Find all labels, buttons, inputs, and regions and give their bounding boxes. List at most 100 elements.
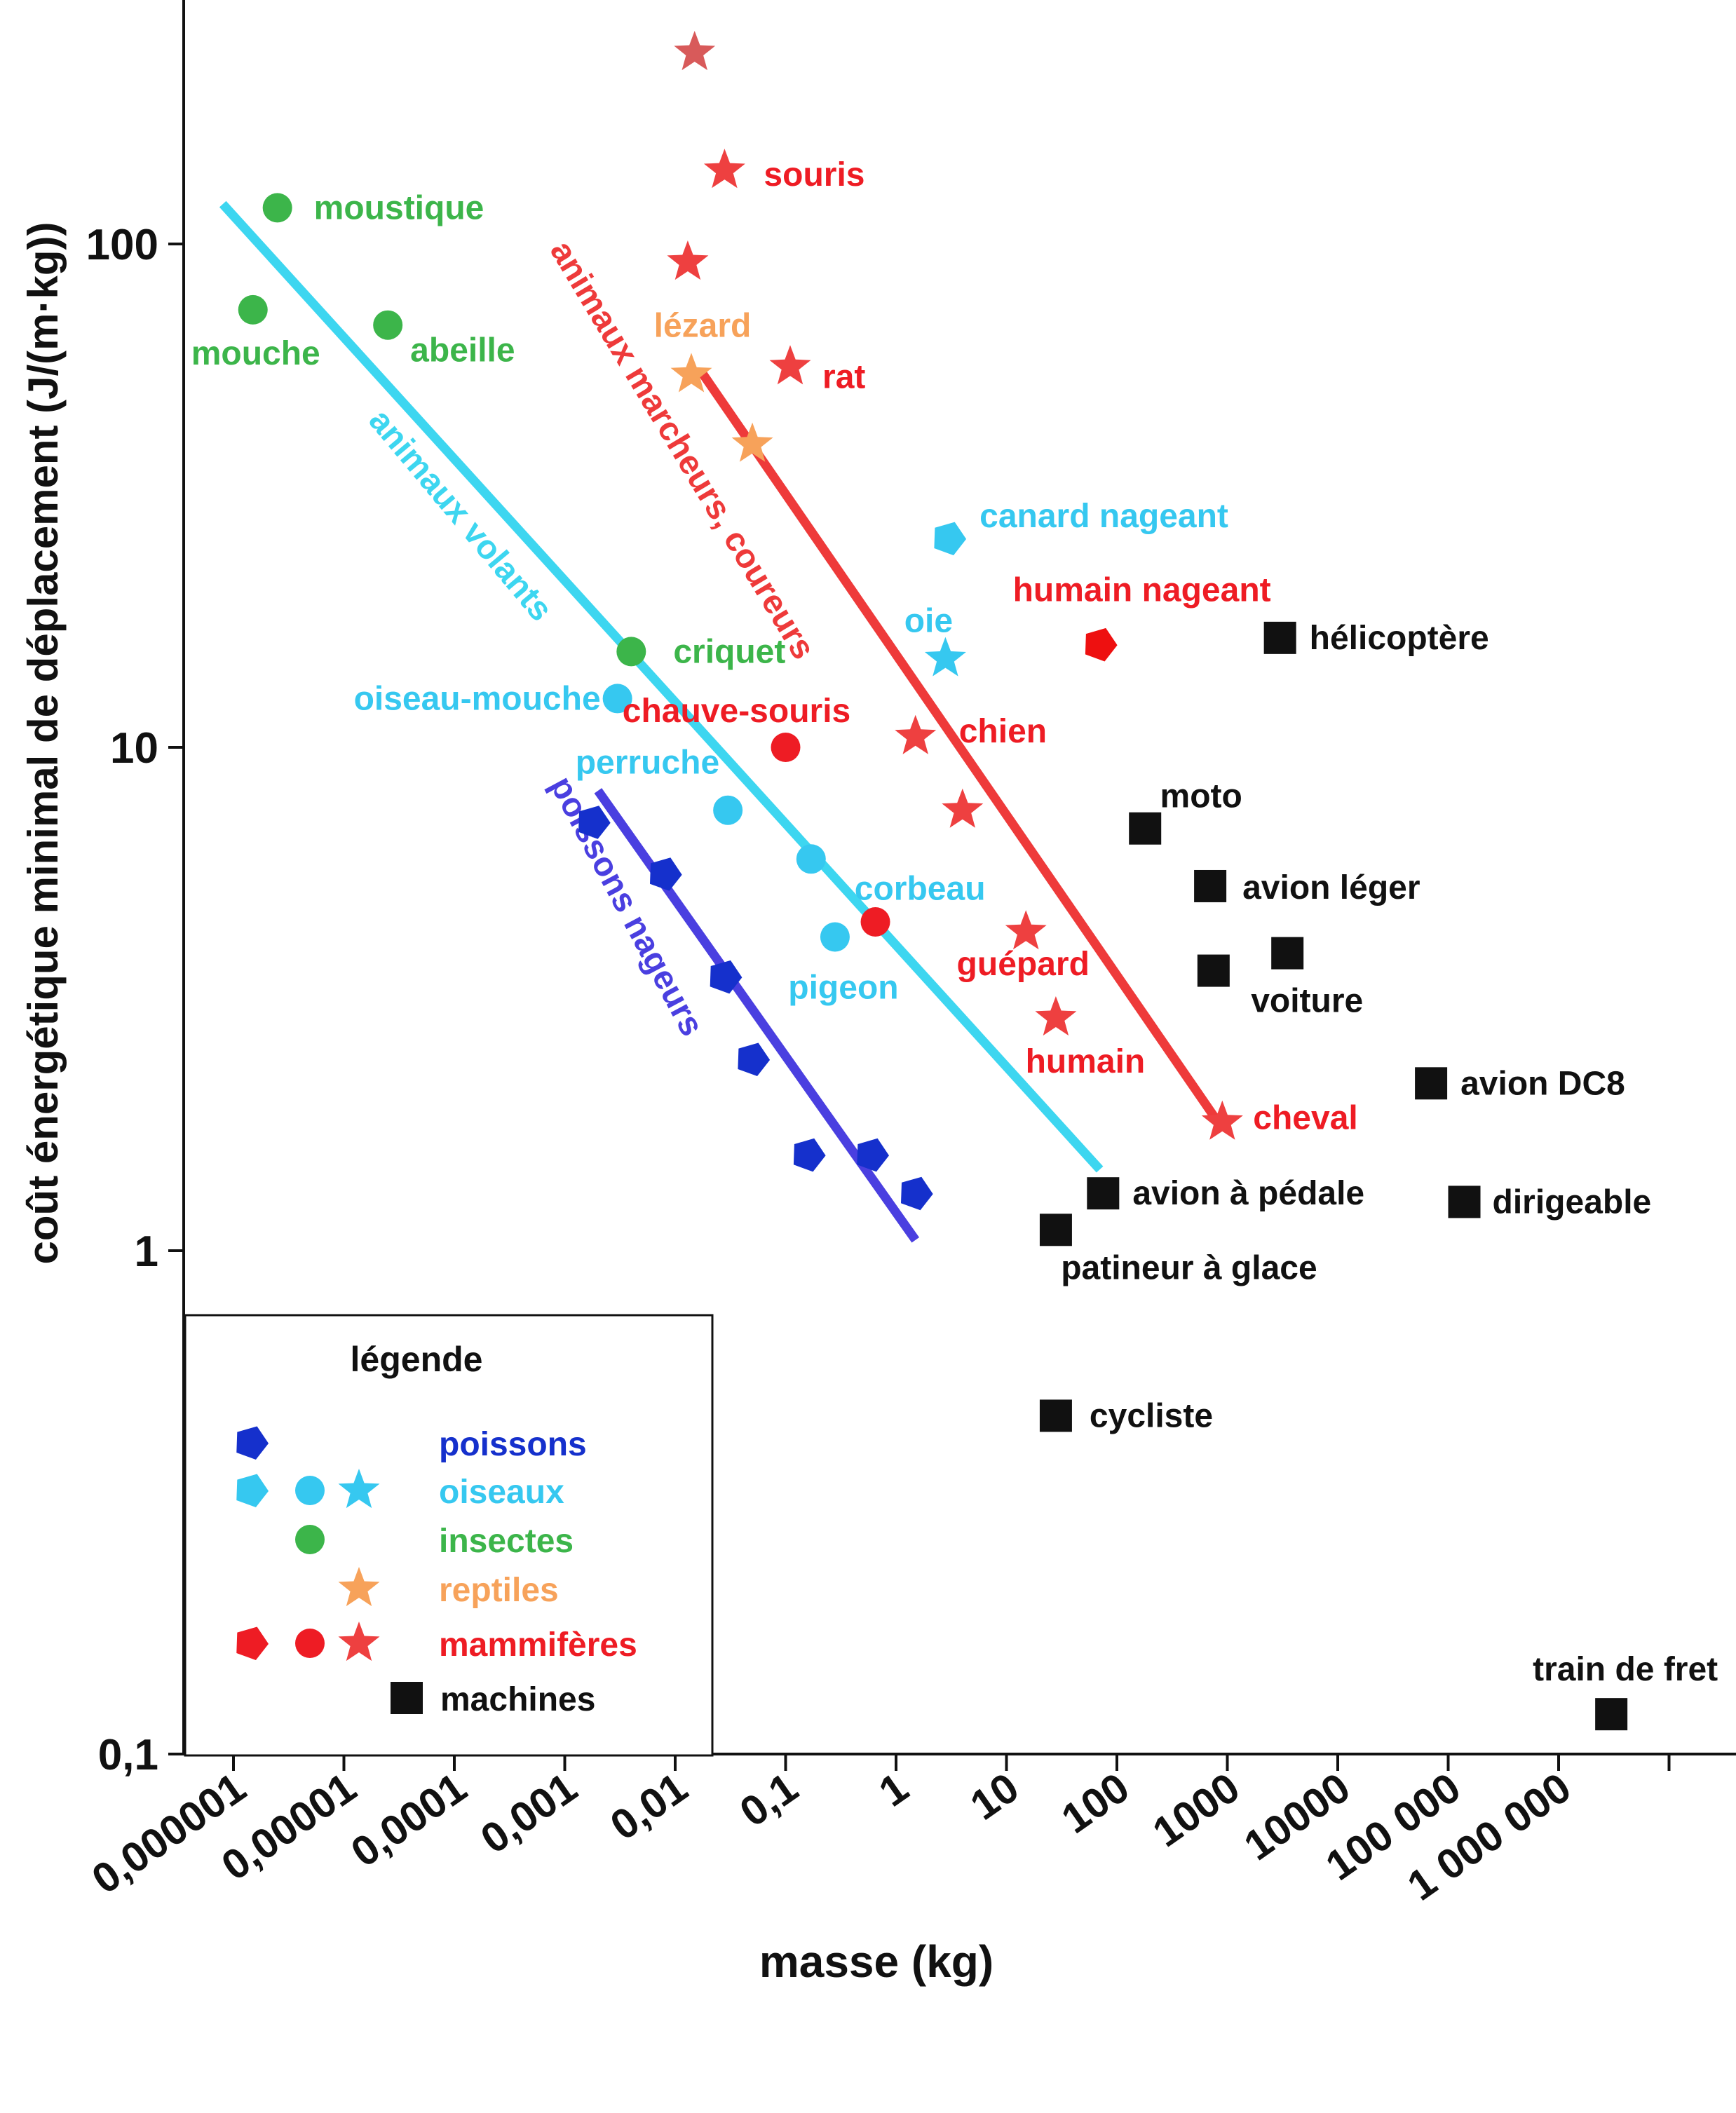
data-label: mouche	[191, 335, 320, 372]
y-axis-title: coût énergétique minimal de déplacement …	[20, 222, 67, 1265]
legend-symbol	[338, 1469, 380, 1509]
data-label: train de fret	[1533, 1651, 1718, 1688]
legend: légende poissons oiseaux insectes reptiles ma…	[184, 1314, 714, 1757]
data-label: moustique	[314, 189, 484, 226]
data-point	[1201, 1100, 1243, 1140]
data-label: hélicoptère	[1310, 620, 1489, 657]
data-label: cheval	[1253, 1100, 1357, 1137]
data-point	[616, 637, 646, 667]
data-point	[769, 345, 811, 385]
data-label: cycliste	[1090, 1397, 1213, 1434]
data-label: chien	[959, 713, 1047, 750]
data-point	[238, 294, 268, 325]
data-point	[578, 806, 611, 839]
data-point	[924, 637, 966, 677]
data-label: lézard	[654, 307, 752, 344]
data-point	[1595, 1698, 1628, 1731]
data-point	[650, 857, 682, 891]
legend-symbol	[295, 1629, 325, 1658]
legend-symbol	[338, 1622, 380, 1662]
data-label: guépard	[957, 946, 1090, 983]
data-label: patineur à glace	[1061, 1249, 1317, 1286]
data-point	[710, 960, 742, 994]
legend-box	[184, 1314, 714, 1757]
data-label: voiture	[1251, 983, 1363, 1020]
x-tick-label: 1000	[1144, 1764, 1248, 1856]
legend-symbol	[391, 1682, 423, 1714]
data-point	[1087, 1177, 1120, 1210]
x-tick-label: 1	[871, 1764, 917, 1816]
legend-label: oiseaux	[439, 1474, 564, 1511]
x-tick-label: 0,01	[602, 1764, 696, 1849]
data-point	[1035, 996, 1077, 1036]
x-tick-label: 100	[1053, 1764, 1137, 1842]
data-label: chauve-souris	[623, 693, 850, 730]
fit-line	[594, 788, 920, 1243]
data-point	[1085, 627, 1118, 662]
legend-symbol	[236, 1626, 269, 1660]
data-point	[1271, 937, 1304, 970]
data-label: avion léger	[1242, 869, 1420, 906]
data-label: abeille	[410, 332, 515, 369]
data-point	[738, 1042, 771, 1076]
fit-line	[696, 368, 1226, 1132]
data-point	[857, 1138, 889, 1172]
data-point	[1415, 1067, 1448, 1100]
data-label: criquet	[673, 633, 785, 670]
data-label: dirigeable	[1493, 1183, 1652, 1221]
data-label: avion à pédale	[1132, 1175, 1364, 1212]
y-tick-label: 10	[110, 724, 158, 773]
data-point	[713, 795, 743, 825]
x-tick-label: 0,000001	[83, 1764, 254, 1903]
legend-symbol	[295, 1525, 325, 1554]
y-tick-label: 100	[86, 221, 158, 269]
data-label: humain	[1026, 1043, 1146, 1080]
data-label: souris	[764, 156, 864, 193]
legend-label: reptiles	[439, 1572, 559, 1609]
legend-label: poissons	[439, 1426, 587, 1463]
data-label: moto	[1160, 778, 1242, 815]
fit-line	[219, 201, 1104, 1173]
x-tick-label: 10	[962, 1764, 1027, 1829]
data-point	[820, 922, 850, 952]
data-label: humain nageant	[1013, 571, 1271, 609]
legend-title: légende	[351, 1340, 483, 1379]
data-point	[703, 149, 745, 189]
legend-symbol	[338, 1567, 380, 1607]
data-point	[860, 906, 890, 937]
data-point	[262, 193, 292, 223]
data-point	[674, 31, 716, 71]
data-point	[934, 522, 967, 556]
data-point	[1039, 1214, 1072, 1246]
data-label: corbeau	[855, 870, 986, 907]
legend-symbol	[236, 1426, 269, 1460]
data-point	[1263, 621, 1296, 654]
data-label: canard nageant	[979, 498, 1228, 535]
x-axis-title: masse (kg)	[759, 1936, 994, 1987]
x-tick-label: 0,1	[731, 1764, 806, 1836]
data-label: perruche	[576, 745, 719, 782]
data-label: pigeon	[788, 970, 898, 1007]
data-point	[1039, 1399, 1072, 1432]
data-point	[895, 714, 937, 754]
data-point	[670, 353, 712, 393]
data-label: avion DC8	[1460, 1065, 1625, 1102]
fit-line-label: poissons nageurs	[543, 770, 711, 1042]
legend-label: insectes	[439, 1523, 574, 1560]
legend-label: mammifères	[439, 1626, 637, 1664]
y-tick-label: 0,1	[98, 1731, 158, 1779]
data-point	[771, 733, 801, 762]
data-point	[667, 240, 709, 280]
data-label: oie	[904, 603, 953, 640]
legend-symbol	[236, 1474, 269, 1507]
data-label: rat	[822, 358, 865, 395]
data-point	[1129, 812, 1162, 845]
data-point	[602, 684, 632, 714]
x-tick-label: 0,0001	[343, 1764, 475, 1876]
data-point	[793, 1138, 826, 1172]
data-point	[796, 844, 826, 874]
data-point	[1197, 954, 1230, 987]
data-point	[731, 422, 773, 462]
legend-label: machines	[440, 1681, 595, 1718]
